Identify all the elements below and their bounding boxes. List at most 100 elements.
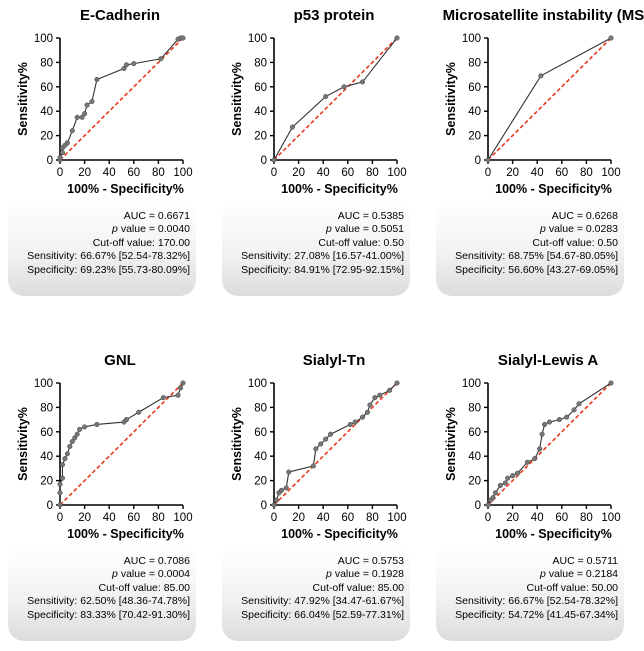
roc-data-point (510, 473, 516, 479)
specificity-line: Specificity: 84.91% [72.95-92.15%] (241, 264, 404, 277)
roc-data-point (175, 392, 181, 398)
p-value-line: p value = 0.2184 (455, 568, 618, 581)
y-tick-label: 20 (40, 476, 53, 488)
roc-panel: Sialyl-Lewis A 0 20 40 60 80 100 0 20 40 60 80 100 10… (428, 345, 628, 645)
reference-line (59, 382, 184, 506)
y-tick-label: 40 (468, 451, 481, 463)
reference-line (59, 37, 184, 161)
stats-card (436, 545, 624, 641)
sensitivity-value: Sensitivity: 68.75% [54.67-80.05%] (455, 250, 618, 263)
auc-line: AUC = 0.5753 (241, 555, 404, 568)
y-tick-label: 60 (254, 427, 267, 439)
y-axis-label: Sensitivity% (16, 62, 30, 136)
roc-data-point (64, 451, 70, 457)
roc-data-point (571, 407, 577, 413)
sensitivity-line: Sensitivity: 27.08% [16.57-41.00%] (241, 250, 404, 263)
x-tick-label: 100 (387, 167, 406, 179)
y-tick-label: 0 (261, 155, 267, 167)
x-tick-label: 40 (531, 512, 544, 524)
auc-line: AUC = 0.7086 (27, 555, 190, 568)
roc-data-point (57, 481, 63, 487)
y-tick-label: 20 (468, 476, 481, 488)
roc-data-point (69, 439, 75, 445)
roc-chart: Sialyl-Tn 0 20 40 60 80 100 0 20 40 60 80 100 100% - … (230, 352, 407, 541)
roc-chart: Sialyl-Lewis A 0 20 40 60 80 100 0 20 40 60 80 100 10… (444, 352, 621, 541)
auc-value: AUC = 0.5753 (337, 555, 404, 567)
roc-data-point (505, 475, 511, 481)
x-tick-label: 40 (103, 167, 116, 179)
roc-data-point (608, 35, 614, 41)
x-tick-label: 20 (292, 167, 305, 179)
cutoff-value: Cut-off value: 85.00 (98, 581, 190, 594)
x-tick-label: 40 (317, 512, 330, 524)
roc-data-point (131, 61, 137, 67)
p-value-line: p value = 0.0283 (455, 223, 618, 236)
y-tick-label: 0 (261, 500, 267, 512)
specificity-value: Specificity: 56.60% [43.27-69.05%] (455, 263, 618, 276)
cutoff-line: Cut-off value: 85.00 (27, 582, 190, 595)
roc-data-point (123, 62, 129, 68)
x-tick-label: 100 (601, 167, 620, 179)
sensitivity-line: Sensitivity: 62.50% [48.36-74.78%] (27, 595, 190, 608)
chart-title: GNL (104, 352, 136, 369)
y-tick-label: 80 (40, 57, 53, 69)
roc-data-point (84, 102, 90, 108)
y-tick-label: 100 (34, 33, 53, 45)
sensitivity-value: Sensitivity: 66.67% [52.54-78.32%] (27, 250, 190, 263)
p-value-line: p value = 0.5051 (241, 223, 404, 236)
sensitivity-line: Sensitivity: 66.67% [52.54-78.32%] (455, 595, 618, 608)
roc-data-point (62, 456, 68, 462)
roc-data-point (67, 443, 73, 449)
p-label: p (112, 223, 118, 236)
y-axis-label: Sensitivity% (444, 407, 458, 481)
roc-data-point (283, 485, 289, 491)
cutoff-line: Cut-off value: 0.50 (455, 237, 618, 250)
x-tick-label: 0 (271, 512, 277, 524)
roc-data-point (82, 111, 88, 117)
roc-data-point (537, 446, 543, 452)
roc-data-point (538, 73, 544, 79)
x-tick-label: 20 (78, 167, 91, 179)
roc-data-point (59, 475, 66, 481)
y-tick-label: 20 (40, 131, 53, 143)
roc-chart: Microsatellite instability (MSI) 0 20 40 60 8… (443, 7, 644, 196)
roc-data-point (273, 497, 280, 503)
roc-chart: p53 protein 0 20 40 60 80 100 0 20 40 60 80 100 100% … (230, 7, 407, 196)
roc-data-point (556, 417, 562, 423)
p-value-line: p value = 0.0040 (27, 223, 190, 236)
roc-data-point (576, 401, 582, 407)
roc-data-point (180, 35, 186, 41)
roc-data-point (502, 480, 508, 486)
p-value: value = 0.0040 (120, 223, 190, 236)
x-tick-label: 80 (366, 167, 379, 179)
roc-curve-line (273, 37, 398, 161)
roc-data-point (318, 441, 324, 447)
roc-data-point (74, 431, 80, 437)
roc-data-point (377, 392, 383, 398)
roc-data-point (57, 502, 63, 508)
x-tick-label: 60 (555, 167, 568, 179)
roc-data-point (82, 424, 88, 430)
sensitivity-value: Sensitivity: 62.50% [48.36-74.78%] (27, 595, 190, 608)
x-tick-label: 40 (531, 167, 544, 179)
stats-card (222, 545, 410, 641)
p-value: value = 0.2184 (548, 568, 618, 581)
reference-line (273, 37, 398, 161)
sensitivity-line: Sensitivity: 66.67% [52.54-78.32%] (27, 250, 190, 263)
roc-data-point (608, 380, 614, 386)
roc-data-point (546, 419, 553, 425)
y-tick-label: 60 (468, 427, 481, 439)
roc-data-point (367, 402, 373, 408)
y-tick-label: 20 (468, 131, 481, 143)
roc-data-point (492, 490, 498, 496)
y-tick-label: 80 (254, 402, 267, 414)
roc-data-point (180, 380, 186, 386)
auc-line: AUC = 0.6268 (455, 210, 618, 223)
y-tick-label: 60 (254, 82, 267, 94)
x-tick-label: 40 (317, 167, 330, 179)
sensitivity-value: Sensitivity: 47.92% [34.47-61.67%] (241, 595, 404, 608)
roc-data-point (485, 157, 491, 163)
y-tick-label: 0 (475, 155, 481, 167)
specificity-value: Specificity: 84.91% [72.95-92.15%] (241, 263, 404, 276)
roc-data-point (539, 431, 545, 437)
